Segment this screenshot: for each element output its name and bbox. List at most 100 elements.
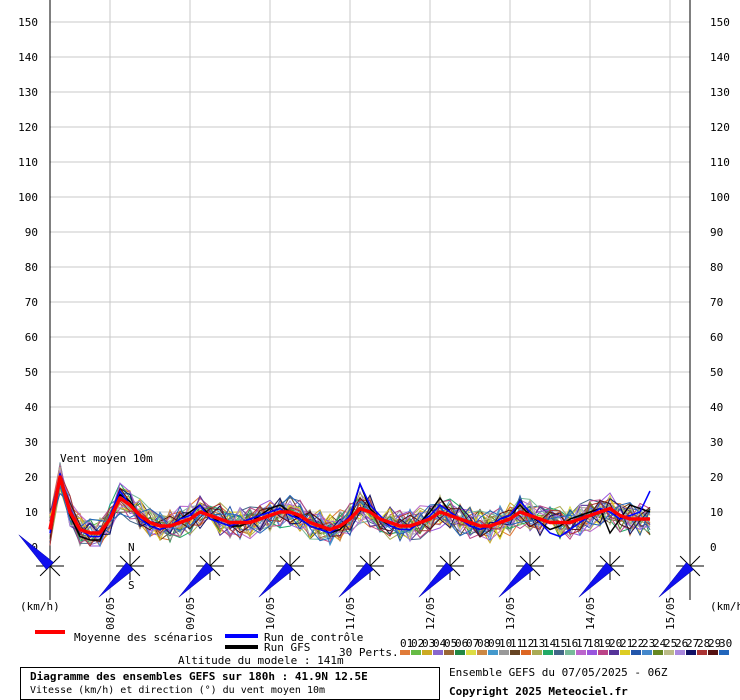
y-tick-right: 130 <box>710 86 730 99</box>
pert-swatch <box>521 650 531 655</box>
pert-swatch <box>444 650 454 655</box>
chart-annotation: Vent moyen 10m <box>60 452 153 465</box>
pert-number: 19 <box>598 637 611 650</box>
wind-marker <box>578 552 624 598</box>
pert-swatch <box>400 650 410 655</box>
x-date-label: 15/05 <box>664 597 677 630</box>
info-subtitle: Vitesse (km/h) et direction (°) du vent … <box>30 685 326 696</box>
wind-marker <box>18 534 64 580</box>
wind-arrow <box>658 562 694 598</box>
wind-arrow <box>578 562 614 598</box>
x-date-label: 12/05 <box>424 597 437 630</box>
y-tick-left: 20 <box>25 471 38 484</box>
pert-number: 04 <box>433 637 447 650</box>
wind-arrow <box>418 562 454 598</box>
pert-swatch <box>433 650 443 655</box>
pert-number: 24 <box>653 637 667 650</box>
wind-direction-row: NS <box>18 534 704 598</box>
pert-swatch <box>488 650 498 655</box>
pert-swatch <box>587 650 597 655</box>
pert-swatch <box>708 650 718 655</box>
pert-number: 06 <box>455 637 468 650</box>
pert-number: 29 <box>708 637 721 650</box>
y-tick-right: 80 <box>710 261 723 274</box>
x-date-labels: 08/05 09/05 10/05 11/05 12/05 13/05 14/05 15/05 <box>104 597 677 630</box>
y-tick-left: 140 <box>18 51 38 64</box>
compass-north: N <box>128 541 135 554</box>
y-tick-right: 120 <box>710 121 730 134</box>
pert-swatch <box>565 650 575 655</box>
control-line <box>49 473 651 538</box>
altitude-text: Altitude du modele : 141m <box>178 654 344 667</box>
y-tick-left: 130 <box>18 86 38 99</box>
legend-mean-label: Moyenne des scénarios <box>74 631 213 644</box>
pert-swatch <box>642 650 652 655</box>
pert-number: 16 <box>565 637 578 650</box>
wind-arrow <box>498 562 534 598</box>
pert-number: 07 <box>466 637 479 650</box>
y-tick-right: 40 <box>710 401 723 414</box>
wind-arrow <box>98 562 134 598</box>
pert-swatch <box>576 650 586 655</box>
x-date-label: 14/05 <box>584 597 597 630</box>
pert-number: 18 <box>587 637 600 650</box>
wind-marker <box>258 552 304 598</box>
pert-swatch <box>598 650 608 655</box>
y-tick-right: 150 <box>710 16 730 29</box>
pert-swatch <box>466 650 476 655</box>
y-tick-right: 20 <box>710 471 723 484</box>
x-date-label: 10/05 <box>264 597 277 630</box>
pert-number: 03 <box>422 637 435 650</box>
y-tick-right: 0 <box>710 541 717 554</box>
pert-swatch <box>631 650 641 655</box>
y-tick-left: 100 <box>18 191 38 204</box>
y-tick-right: 100 <box>710 191 730 204</box>
legend: Moyenne des scénarios Run de contrôleRun … <box>35 630 732 655</box>
pert-swatch <box>697 650 707 655</box>
y-tick-left: 80 <box>25 261 38 274</box>
x-date-label: 09/05 <box>184 597 197 630</box>
pert-swatch <box>455 650 465 655</box>
pert-swatch <box>510 650 520 655</box>
y-tick-right: 50 <box>710 366 723 379</box>
pert-swatch <box>609 650 619 655</box>
info-box: Diagramme des ensembles GEFS sur 180h : … <box>20 667 440 700</box>
legend-control-label: Run de contrôle <box>264 631 363 644</box>
info-title: Diagramme des ensembles GEFS sur 180h : … <box>30 670 368 683</box>
pert-count-label: 30 Perts. <box>339 646 399 659</box>
pert-swatch <box>653 650 663 655</box>
pert-number: 15 <box>554 637 567 650</box>
pert-swatch <box>532 650 542 655</box>
run-text: Ensemble GEFS du 07/05/2025 - 06Z <box>449 666 668 679</box>
pert-swatch <box>620 650 630 655</box>
y-unit-right: (km/h) <box>710 600 740 613</box>
wind-marker <box>498 552 544 598</box>
copyright: Copyright 2025 Meteociel.fr <box>449 685 628 698</box>
wind-marker <box>98 552 144 598</box>
y-tick-right: 140 <box>710 51 730 64</box>
pert-number: 09 <box>488 637 501 650</box>
x-date-label: 13/05 <box>504 597 517 630</box>
pert-number: 13 <box>532 637 545 650</box>
perturbation-line <box>49 486 651 542</box>
y-tick-left: 120 <box>18 121 38 134</box>
pert-number: 11 <box>510 637 523 650</box>
pert-swatch <box>499 650 509 655</box>
wind-marker <box>178 552 224 598</box>
pert-number: 12 <box>521 637 534 650</box>
y-unit-left: (km/h) <box>20 600 60 613</box>
y-tick-right: 90 <box>710 226 723 239</box>
wind-marker <box>418 552 464 598</box>
pert-swatch <box>675 650 685 655</box>
pert-swatch <box>411 650 421 655</box>
pert-number: 23 <box>642 637 655 650</box>
legend-gfs-label: Run GFS <box>264 641 310 654</box>
pert-swatch <box>686 650 696 655</box>
pert-number: 30 <box>719 637 732 650</box>
y-tick-labels: 0010102020303040405050606070708080909010… <box>18 16 730 554</box>
y-tick-right: 30 <box>710 436 723 449</box>
pert-number: 28 <box>697 637 710 650</box>
compass-south: S <box>128 579 135 592</box>
y-tick-left: 90 <box>25 226 38 239</box>
pert-swatch <box>477 650 487 655</box>
